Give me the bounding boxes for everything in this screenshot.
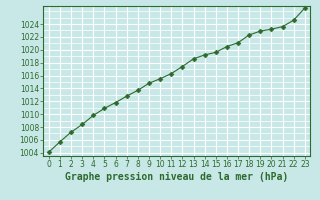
X-axis label: Graphe pression niveau de la mer (hPa): Graphe pression niveau de la mer (hPa) bbox=[65, 172, 288, 182]
